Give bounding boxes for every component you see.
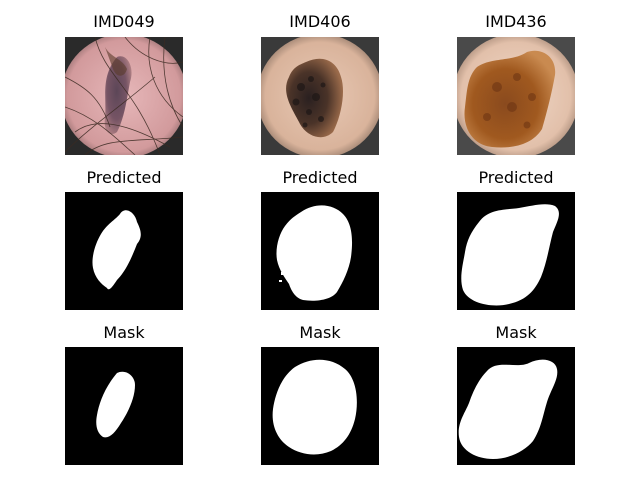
- predicted-mask-imd406: [261, 192, 379, 310]
- image-title-imd049: IMD049: [93, 12, 155, 31]
- mask-title-imd436: Mask: [495, 323, 537, 342]
- predicted-title-imd406: Predicted: [282, 168, 358, 187]
- ground-truth-mask-imd436: [457, 347, 575, 465]
- ground-truth-mask-imd406: [261, 347, 379, 465]
- predicted-title-imd049: Predicted: [86, 168, 162, 187]
- mask-title-imd406: Mask: [299, 323, 341, 342]
- image-title-imd436: IMD436: [485, 12, 547, 31]
- dermoscopy-image-imd049: [65, 37, 183, 155]
- mask-title-imd049: Mask: [103, 323, 145, 342]
- ground-truth-mask-imd049: [65, 347, 183, 465]
- predicted-title-imd436: Predicted: [478, 168, 554, 187]
- predicted-mask-imd049: [65, 192, 183, 310]
- predicted-mask-imd436: [457, 192, 575, 310]
- dermoscopy-image-imd406: [261, 37, 379, 155]
- dermoscopy-image-imd436: [457, 37, 575, 155]
- image-title-imd406: IMD406: [289, 12, 351, 31]
